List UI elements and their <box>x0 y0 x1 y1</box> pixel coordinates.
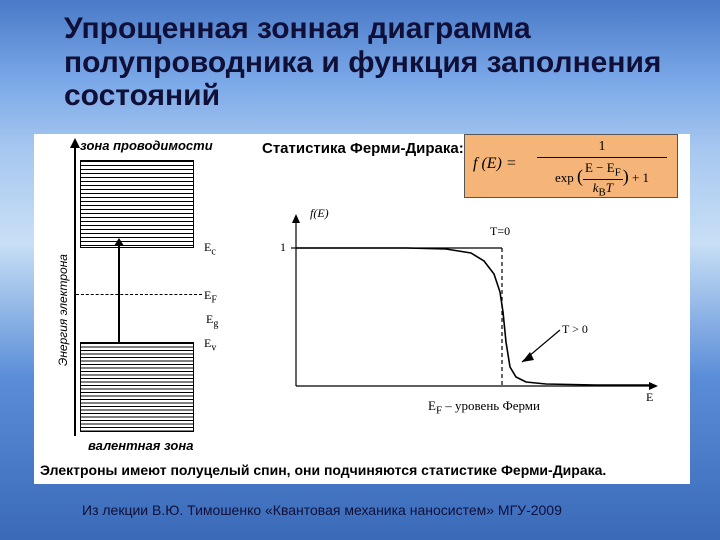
axis-arrow-icon <box>70 138 80 148</box>
ec-label: Ec <box>204 240 216 257</box>
valence-band <box>80 342 194 432</box>
fermi-dirac-formula: f (E) = 1 exp (E − EFkBT) + 1 <box>464 134 678 198</box>
t-gt-zero-label: T > 0 <box>562 322 588 337</box>
eg-label: Eg <box>206 312 218 329</box>
slide-title: Упрощенная зонная диаграмма полупроводни… <box>0 0 720 119</box>
energy-axis <box>74 146 76 436</box>
band-diagram: зона проводимости Энергия электрона вале… <box>74 146 224 446</box>
fermi-function-graph: f(E) 1 T=0 T > 0 E EF – уровень Ферми <box>266 212 662 432</box>
formula-numerator: 1 <box>537 139 667 155</box>
ev-label: Ev <box>204 336 216 353</box>
e-axis-label: E <box>646 390 653 405</box>
conduction-label: зона проводимости <box>80 138 213 153</box>
bandgap-arrow-icon <box>118 246 120 342</box>
fermi-level-line <box>76 294 202 295</box>
slide-footer: Из лекции В.Ю. Тимошенко «Квантовая меха… <box>82 502 562 518</box>
formula-lhs: f (E) = <box>473 155 517 173</box>
t-zero-label: T=0 <box>490 224 510 239</box>
valence-label: валентная зона <box>88 438 193 453</box>
conduction-band <box>80 160 194 248</box>
fermi-level-caption: EF – уровень Ферми <box>428 398 540 417</box>
formula-fraction: 1 exp (E − EFkBT) + 1 <box>537 139 667 198</box>
formula-denominator: exp (E − EFkBT) + 1 <box>537 160 667 198</box>
fe-axis-label: f(E) <box>310 206 329 221</box>
stats-subtitle: Статистика Ферми-Дирака: <box>262 140 464 157</box>
content-panel: зона проводимости Энергия электрона вале… <box>34 134 690 484</box>
spin-note: Электроны имеют полуцелый спин, они подч… <box>40 462 606 478</box>
tick-one: 1 <box>280 240 286 255</box>
ef-label: EF <box>204 288 217 305</box>
energy-axis-label: Энергия электрона <box>56 254 70 366</box>
